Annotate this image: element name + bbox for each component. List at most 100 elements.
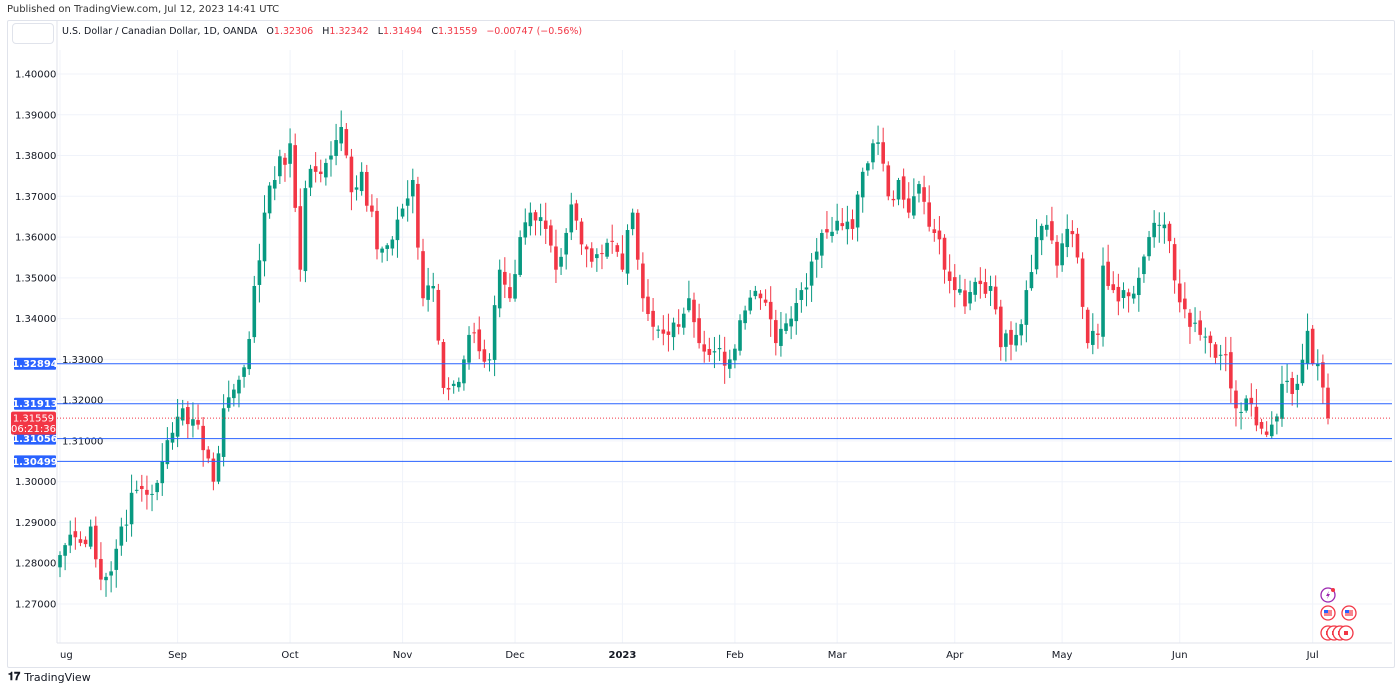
candle-body	[569, 204, 574, 233]
hline-price-badge	[14, 397, 56, 410]
candle-body	[947, 271, 952, 281]
candle-body	[610, 240, 614, 242]
candle-body	[1091, 330, 1095, 345]
candle	[364, 164, 369, 212]
candle-body	[175, 416, 180, 437]
candle-body	[1106, 261, 1110, 286]
candle-body	[1193, 322, 1197, 324]
candle	[635, 209, 640, 270]
candle-body	[978, 280, 983, 285]
candle-body	[584, 246, 589, 250]
candle	[1085, 307, 1090, 349]
candle	[446, 377, 451, 401]
candle-body	[554, 246, 558, 270]
candle	[1096, 323, 1100, 349]
candle-body	[763, 299, 768, 303]
candle	[891, 190, 896, 207]
candle	[1249, 383, 1254, 417]
high-value: 1.32342	[329, 26, 369, 37]
candle	[395, 206, 400, 258]
candle-body	[385, 245, 390, 249]
candle-body	[278, 156, 282, 177]
candle-body	[390, 239, 395, 249]
candle	[232, 383, 236, 407]
candle-body	[876, 142, 880, 144]
candle	[318, 159, 323, 183]
candle-body	[1315, 363, 1320, 367]
candle	[1269, 411, 1274, 439]
candle	[247, 331, 251, 375]
candle	[784, 313, 788, 335]
candle	[584, 244, 589, 268]
candle	[441, 339, 446, 395]
candle	[257, 243, 262, 303]
candle-body	[1116, 286, 1121, 302]
candle	[104, 572, 108, 597]
candle	[569, 192, 574, 241]
candle	[119, 517, 124, 556]
candle	[1305, 313, 1310, 370]
hline-price-label: 1.30499	[12, 457, 58, 468]
candle-body	[1070, 231, 1075, 235]
candle-body	[912, 196, 916, 216]
y-tick-label: 1.29000	[15, 518, 56, 529]
flag-canton	[1324, 610, 1328, 613]
candle-body	[232, 389, 236, 399]
candle	[733, 344, 737, 369]
candle-body	[1029, 272, 1034, 289]
candle-body	[768, 301, 773, 320]
candle-body	[405, 198, 410, 206]
candle-body	[155, 482, 159, 493]
x-tick-label: Dec	[505, 650, 524, 661]
candle-body	[93, 525, 98, 560]
candle	[457, 377, 461, 392]
candle-body	[651, 310, 655, 327]
candle-body	[774, 320, 778, 344]
candle	[150, 484, 154, 512]
candle	[134, 480, 139, 494]
candle-body	[937, 230, 942, 240]
candle-body	[707, 348, 712, 355]
candle	[978, 267, 983, 299]
candle-body	[313, 166, 318, 172]
candle	[1300, 343, 1305, 386]
candle-body	[73, 531, 78, 538]
candle	[1131, 285, 1136, 304]
candle-body	[247, 339, 251, 370]
candle-body	[1126, 292, 1131, 297]
hline-price-badge	[14, 357, 56, 370]
candle	[697, 303, 701, 349]
candle	[630, 208, 635, 236]
candle-body	[303, 188, 308, 272]
candle-body	[1019, 324, 1024, 336]
candle-body	[866, 163, 870, 171]
symbol-name: U.S. Dollar / Canadian Dollar, 1D, OANDA	[62, 26, 258, 37]
candle-body	[462, 359, 466, 384]
candle-body	[145, 489, 149, 495]
candle	[641, 252, 645, 312]
countdown-label: 06:21:36	[11, 424, 56, 435]
candle-body	[748, 297, 753, 311]
candle-body	[1131, 293, 1136, 299]
candle	[1259, 418, 1264, 435]
candle	[671, 317, 676, 351]
candle	[226, 380, 231, 412]
us-flag-icon	[1320, 605, 1336, 621]
candle	[850, 209, 855, 240]
candle	[1065, 214, 1070, 258]
candle-body	[758, 293, 763, 299]
us-flag-icon	[1341, 605, 1357, 621]
candle	[140, 474, 144, 502]
candle	[901, 168, 906, 209]
candle-body	[1172, 244, 1177, 281]
candle-body	[906, 198, 911, 213]
candle-body	[380, 248, 384, 253]
candle-body	[180, 408, 185, 421]
candle	[129, 474, 134, 537]
candle	[58, 551, 62, 578]
candle-body	[78, 539, 83, 543]
candle	[237, 375, 241, 408]
open-value: 1.32306	[273, 26, 314, 37]
candle	[497, 259, 502, 318]
